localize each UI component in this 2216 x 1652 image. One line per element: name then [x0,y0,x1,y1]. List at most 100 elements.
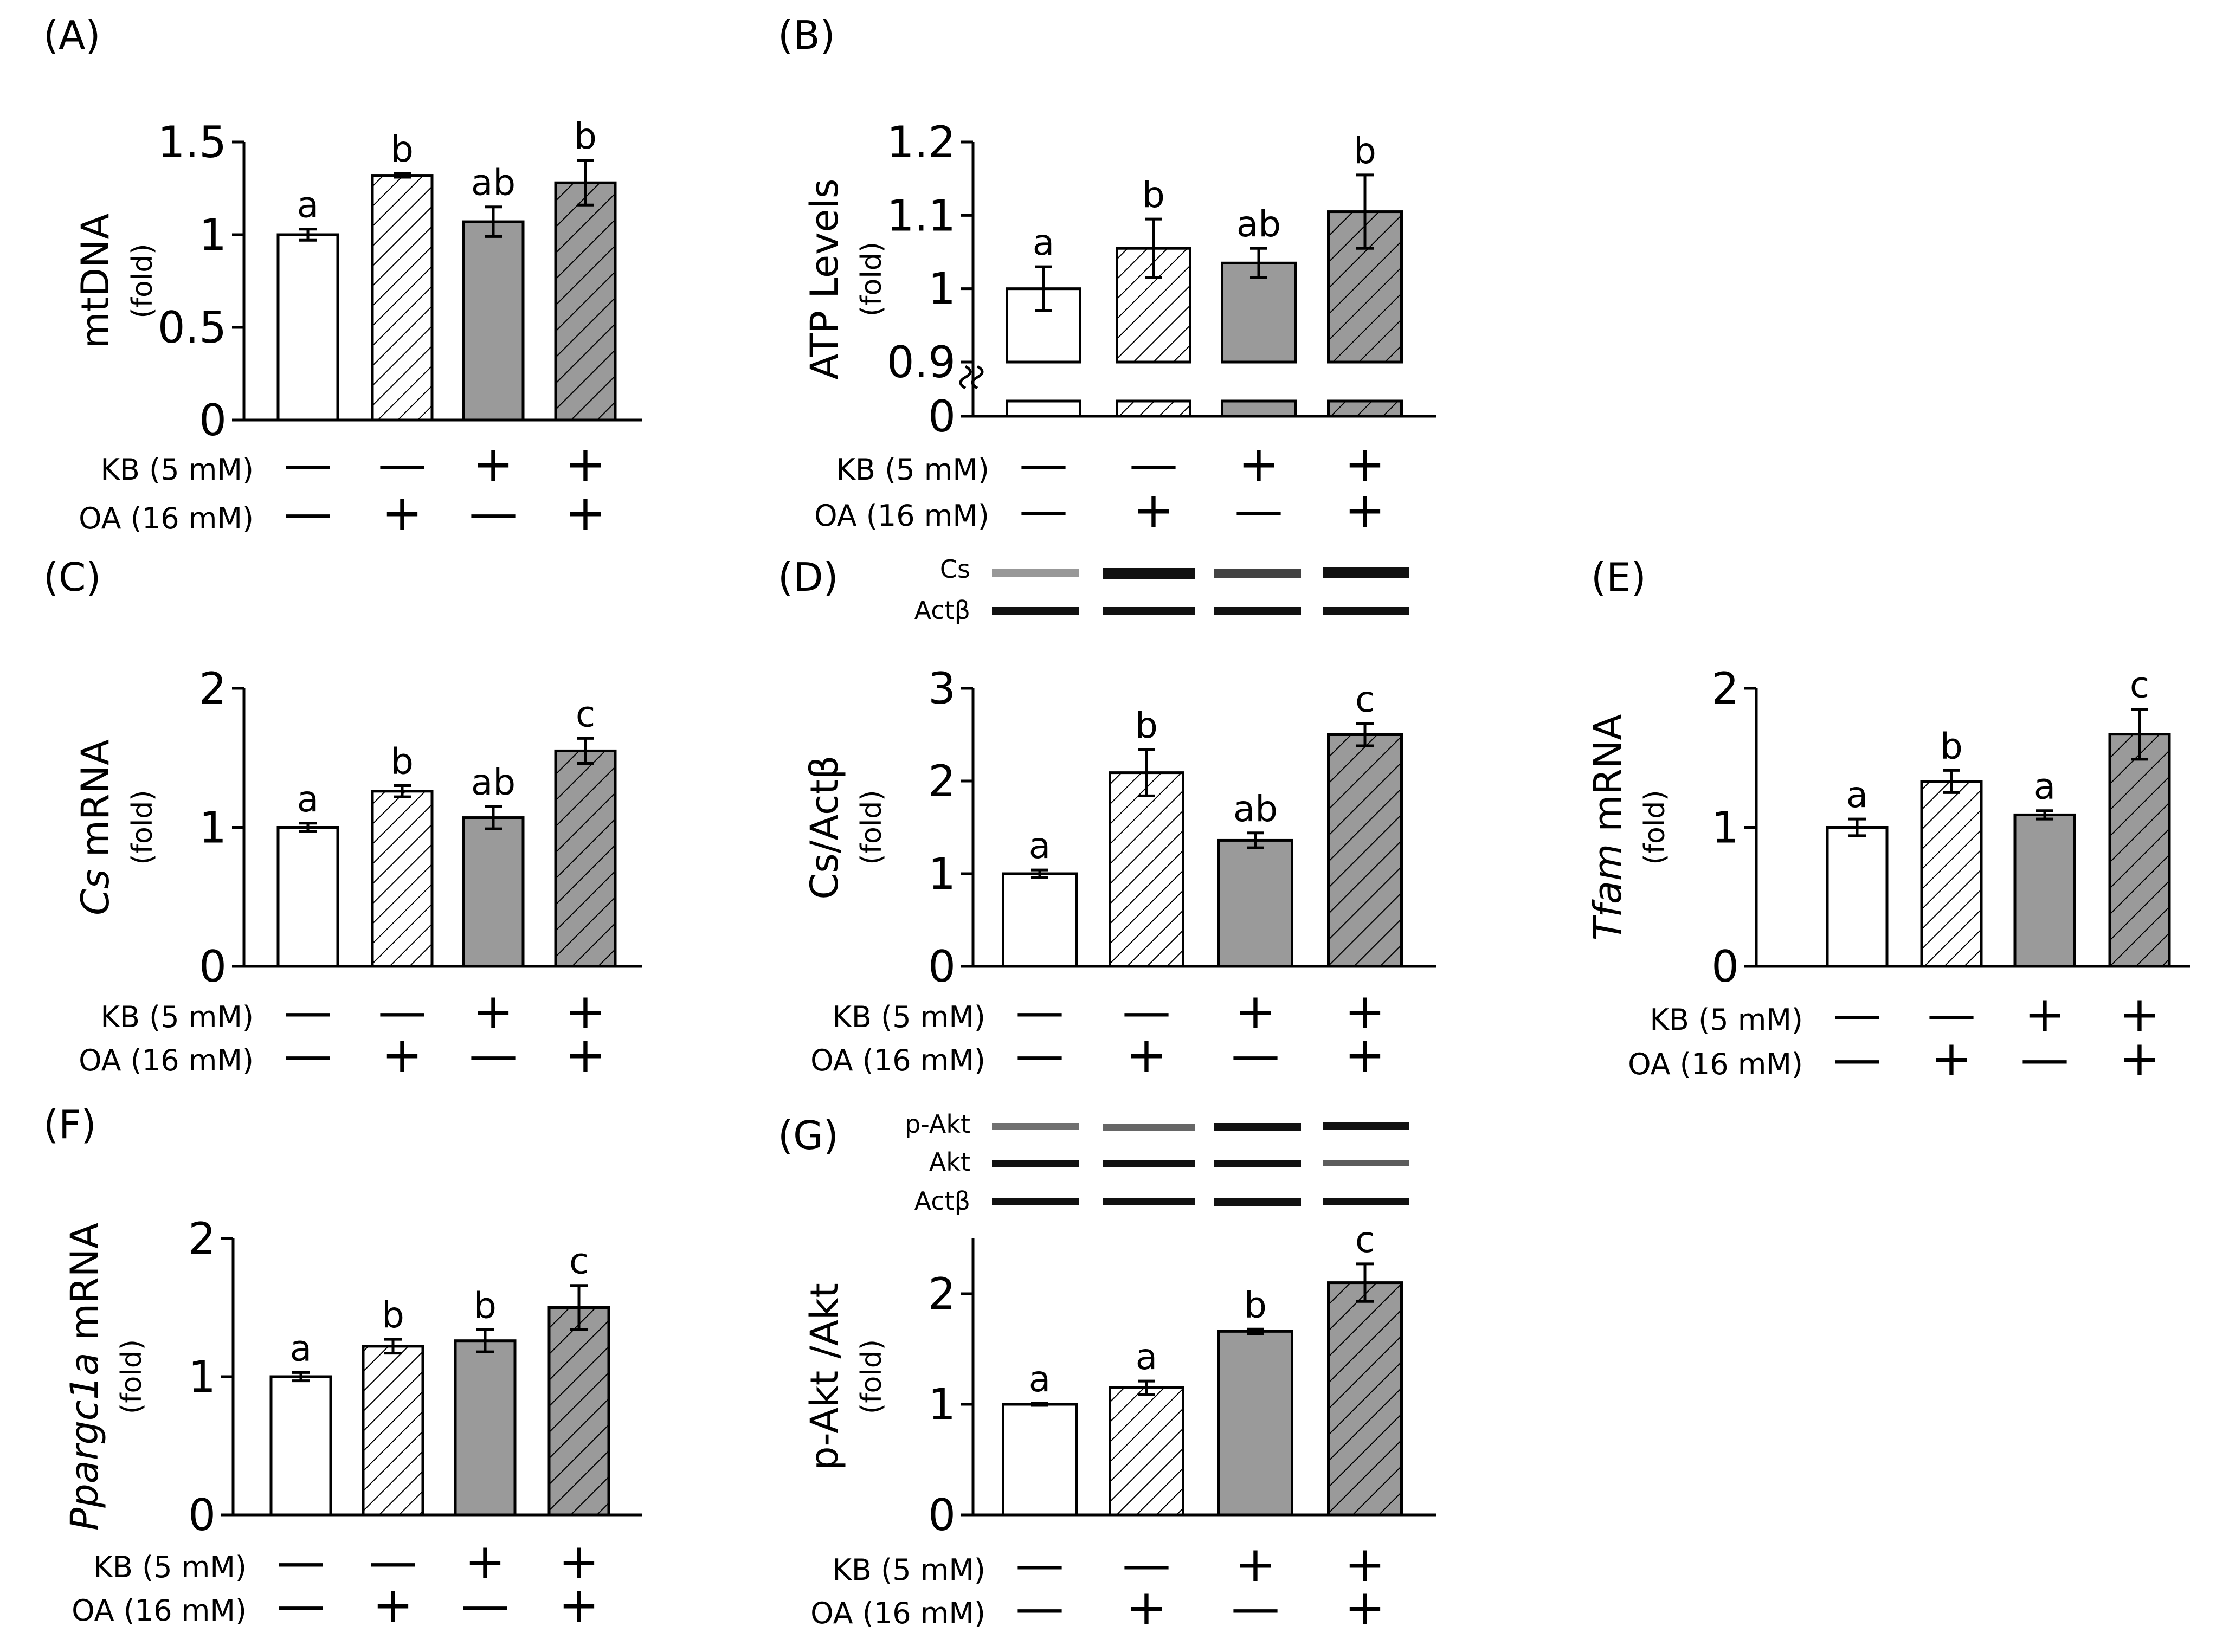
bar-lower [1327,399,1403,418]
blot-label-actb: Actβ [914,596,970,625]
blot-label-cs: Cs [940,554,970,584]
bar [554,749,617,968]
y-tick-label: 0 [928,391,956,442]
oa-sign: + [1344,1579,1385,1636]
kb-sign: + [558,1533,599,1590]
oa-sign: — [1833,1030,1882,1087]
bar [1826,826,1889,968]
y-axis-title-part: mtDNA [73,213,118,349]
oa-sign: + [382,485,422,541]
y-tick-label: 0 [188,1490,216,1540]
kb-sign: + [1235,983,1276,1040]
oa-sign: — [1015,1027,1064,1083]
y-tick-label: 1 [199,803,227,853]
y-axis-title-part: mRNA [62,1223,107,1352]
y-tick-label: 1.2 [887,117,956,167]
bar [2108,733,2171,968]
y-tick-label: 0 [928,1490,956,1540]
bar [1327,1281,1403,1517]
oa-sign: — [461,1577,510,1634]
y-tick-label: 1 [188,1352,216,1402]
oa-sign: — [469,485,518,541]
panel-label-b: (B) [778,12,835,58]
y-tick-label: 2 [928,756,956,806]
blot-label-pakt: p-Akt [905,1109,970,1139]
kb-sign: — [1015,1536,1064,1593]
kb-sign: — [276,1533,325,1590]
significance-letter: a [2034,766,2056,808]
y-tick-label: 2 [928,1269,956,1319]
y-axis-title: Ppargc1a mRNA [62,1223,107,1531]
significance-letter: b [382,1294,404,1336]
kb-sign: + [565,983,605,1040]
kb-sign: + [1238,436,1279,493]
bar-break-gap [1115,364,1193,399]
y-axis-title-part: mRNA [73,739,118,869]
bar [1002,1403,1078,1517]
oa-sign: + [1126,1579,1167,1636]
oa-sign: + [1344,482,1385,539]
y-axis-title-part: Ppargc1a [62,1352,107,1531]
significance-letter: a [1029,825,1051,867]
kb-sign: — [1019,436,1068,493]
bar-lower [1006,399,1081,418]
kb-sign: + [473,983,513,1040]
panel-label-f: (F) [43,1102,96,1147]
bar-lower [1221,399,1297,418]
bar [362,1345,424,1517]
y-tick-label: 0 [199,395,227,446]
bar [462,816,525,968]
oa-sign: + [1344,1027,1385,1083]
blot-label-actb-g: Actβ [914,1186,970,1216]
kb-sign: — [378,983,427,1040]
bar [1920,780,1983,968]
y-tick-label: 1 [928,264,956,314]
axis-break-mark [971,365,984,390]
oa-sign: + [382,1027,422,1083]
significance-letter: a [1033,222,1054,263]
kb-sign: + [473,436,513,493]
bar [554,181,617,422]
oa-label: OA (16 mM) [79,501,254,535]
bar [1327,733,1403,968]
y-tick-label: 1.1 [887,190,956,241]
kb-label: KB (5 mM) [836,453,989,487]
y-axis-unit: (fold) [1639,790,1671,864]
kb-sign: + [1344,983,1385,1040]
kb-sign: + [565,436,605,493]
kb-sign: + [2119,986,2160,1043]
bar-break-gap [1326,364,1404,399]
bar [371,790,434,968]
y-tick-label: 1 [928,1379,956,1430]
significance-letter: ab [471,162,516,204]
bar [1109,1386,1184,1517]
bar [1217,838,1293,968]
kb-sign: — [1015,983,1064,1040]
oa-label: OA (16 mM) [814,499,989,533]
y-axis-unit: (fold) [115,1339,148,1414]
y-axis-title-part: Tfam [1586,844,1630,941]
kb-sign: — [284,983,332,1040]
significance-letter: ab [1236,203,1281,245]
oa-sign: — [276,1577,325,1634]
significance-letter: b [391,741,414,783]
significance-letter: b [1142,174,1165,216]
kb-label: KB (5 mM) [101,453,254,487]
y-axis-title-part: Cs [73,869,118,915]
axis-break-mark [959,365,972,390]
oa-label: OA (16 mM) [72,1593,247,1628]
significance-letter: c [576,693,595,735]
oa-sign: — [284,1027,332,1083]
significance-letter: a [290,1327,312,1369]
oa-sign: — [284,485,332,541]
oa-sign: — [1015,1579,1064,1636]
bar [454,1339,517,1517]
kb-sign: + [1344,1536,1385,1593]
y-axis-title-part: ATP Levels [802,179,847,380]
significance-letter: a [1029,1358,1051,1400]
oa-sign: — [1019,482,1068,539]
